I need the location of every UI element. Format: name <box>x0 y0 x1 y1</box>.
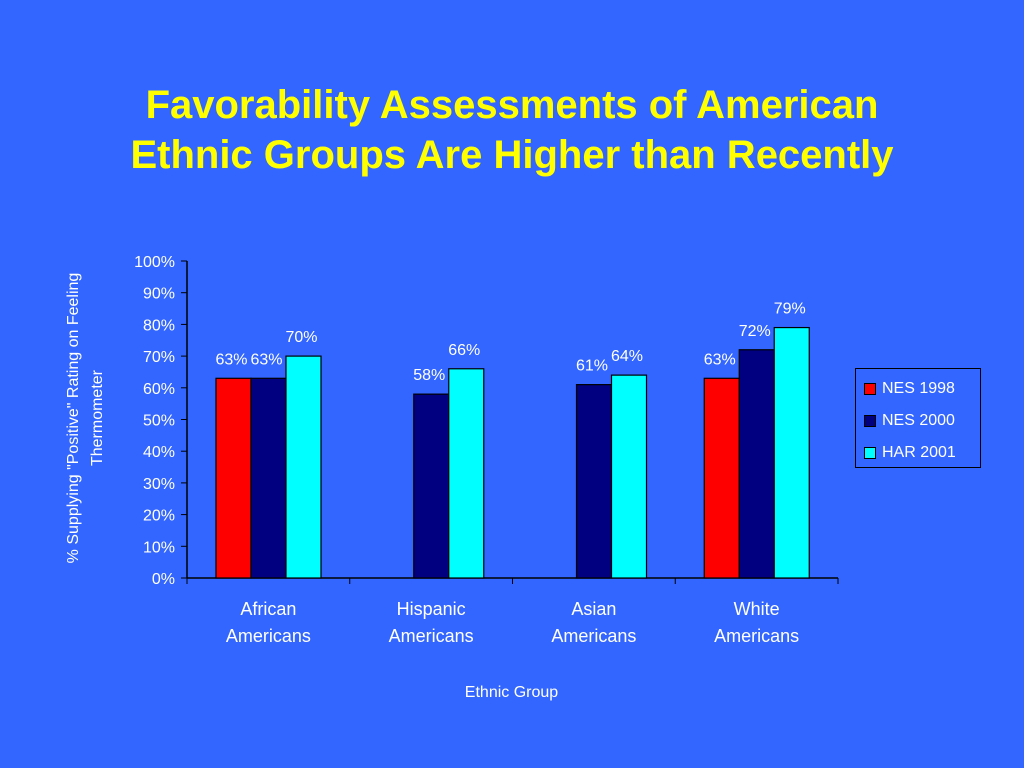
legend-item: NES 1998 <box>856 373 980 405</box>
y-tick-label: 0% <box>152 571 175 588</box>
x-tick-label: African <box>240 599 296 619</box>
data-label: 63% <box>250 351 282 368</box>
y-tick-label: 40% <box>143 444 175 461</box>
legend-label: NES 1998 <box>882 380 955 397</box>
bar <box>215 377 252 579</box>
y-tick-label: 100% <box>134 254 175 271</box>
legend-label: NES 2000 <box>882 412 955 429</box>
y-axis-title-line: Thermometer <box>89 369 106 466</box>
data-label: 66% <box>448 342 480 359</box>
bar <box>703 377 740 579</box>
data-label: 63% <box>215 351 247 368</box>
y-tick-label: 60% <box>143 381 175 398</box>
legend-item: HAR 2001 <box>856 437 980 469</box>
y-tick-label: 30% <box>143 476 175 493</box>
data-label: 79% <box>774 301 806 318</box>
bar <box>773 326 810 579</box>
slide-title: Favorability Assessments of American Eth… <box>0 80 1024 180</box>
bar <box>575 384 613 579</box>
y-axis-title: % Supplying "Positive" Rating on Feeling… <box>65 273 106 564</box>
legend-label: HAR 2001 <box>882 444 956 461</box>
data-label: 70% <box>285 329 317 346</box>
data-label: 64% <box>611 348 643 365</box>
y-tick-label: 70% <box>143 349 175 366</box>
x-tick-label: Americans <box>551 626 636 646</box>
slide-title-line-2: Ethnic Groups Are Higher than Recently <box>130 133 894 177</box>
legend-swatch <box>864 447 876 459</box>
legend-item: NES 2000 <box>856 405 980 437</box>
bar <box>448 368 485 579</box>
y-tick-label: 90% <box>143 286 175 303</box>
x-tick-label: Americans <box>389 626 474 646</box>
data-label: 72% <box>739 323 771 340</box>
legend-swatch <box>864 415 876 427</box>
legend-swatch <box>864 383 876 395</box>
y-tick-label: 80% <box>143 317 175 334</box>
bar <box>738 349 775 579</box>
data-label: 58% <box>413 367 445 384</box>
bar <box>285 355 322 579</box>
x-axis-title: Ethnic Group <box>465 684 558 701</box>
y-tick-label: 20% <box>143 508 175 525</box>
data-label: 63% <box>704 351 736 368</box>
y-tick-label: 10% <box>143 539 175 556</box>
x-tick-label: Americans <box>226 626 311 646</box>
y-tick-label: 50% <box>143 413 175 430</box>
data-label: 61% <box>576 358 608 375</box>
bar <box>413 393 450 579</box>
slide-title-line-1: Favorability Assessments of American <box>145 83 879 127</box>
x-tick-label: Hispanic <box>397 599 466 619</box>
x-tick-label: Americans <box>714 626 799 646</box>
bar <box>610 374 648 579</box>
x-tick-label: White <box>734 599 780 619</box>
x-tick-label: Asian <box>571 599 616 619</box>
chart-legend: NES 1998 NES 2000 HAR 2001 <box>855 368 981 468</box>
y-axis-title-line: % Supplying "Positive" Rating on Feeling <box>65 273 82 564</box>
bar <box>250 377 287 579</box>
